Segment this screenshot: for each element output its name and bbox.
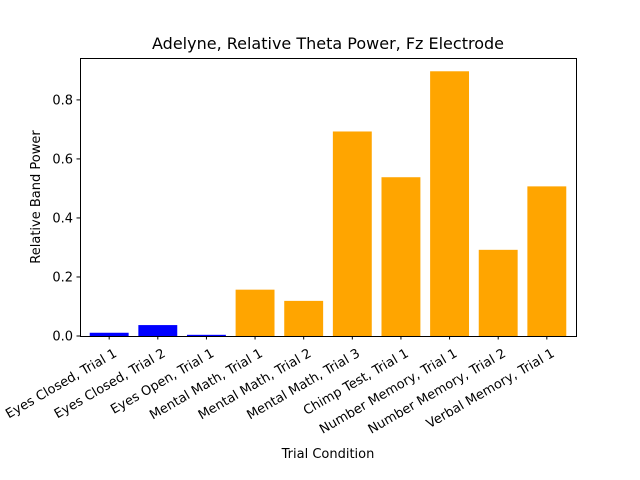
y-tick-label: 0.8 bbox=[52, 93, 73, 108]
bars-group bbox=[89, 71, 567, 336]
y-axis-label: Relative Band Power bbox=[29, 130, 44, 264]
bar-2 bbox=[138, 325, 178, 336]
bar-7 bbox=[381, 177, 421, 336]
y-tick-label: 0.0 bbox=[52, 330, 73, 345]
y-tick-label: 0.4 bbox=[52, 211, 73, 226]
x-axis-label: Trial Condition bbox=[281, 447, 375, 462]
bar-6 bbox=[332, 131, 372, 336]
bar-4 bbox=[235, 289, 275, 336]
y-axis-ticks: 0.0 0.2 0.4 0.6 0.8 bbox=[52, 93, 80, 345]
bar-10 bbox=[527, 186, 567, 336]
y-tick-label: 0.6 bbox=[52, 152, 73, 167]
bar-1 bbox=[89, 332, 129, 336]
bar-9 bbox=[478, 249, 518, 336]
bar-3 bbox=[186, 334, 226, 336]
bar-8 bbox=[430, 71, 470, 336]
plot-frame bbox=[80, 58, 577, 337]
y-tick-label: 0.2 bbox=[52, 270, 73, 285]
bar-5 bbox=[284, 300, 324, 336]
chart-title: Adelyne, Relative Theta Power, Fz Electr… bbox=[152, 34, 504, 53]
